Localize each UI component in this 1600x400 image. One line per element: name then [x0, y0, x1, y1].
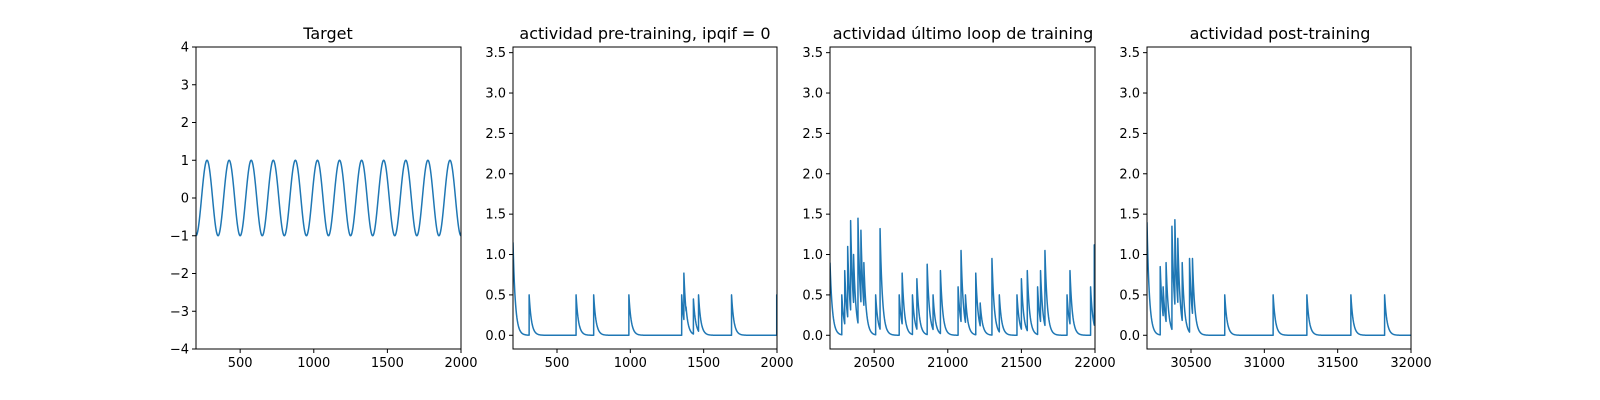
y-tick-label: 4	[181, 41, 189, 56]
axes-frame-last-training-loop	[829, 46, 1096, 350]
panel-title-pre-training: actividad pre-training, ipqif = 0	[519, 24, 770, 43]
y-tick-label: 2	[181, 116, 189, 131]
x-tick-label: 22000	[1074, 356, 1115, 371]
y-tick-label: 1.0	[802, 248, 823, 263]
y-tick-label: 0.0	[802, 329, 823, 344]
x-tick-label: 1500	[371, 356, 404, 371]
series-line-post-training	[1147, 219, 1411, 337]
y-tick-label: 3.0	[1119, 87, 1140, 102]
x-tick-label: 1000	[614, 356, 647, 371]
x-tick-label: 21500	[1001, 356, 1042, 371]
panel-last-training-loop: actividad último loop de training 20500 2…	[802, 24, 1115, 371]
x-tick-label: 1000	[297, 356, 330, 371]
x-tick-label: 500	[228, 356, 253, 371]
x-tick-label: 31500	[1317, 356, 1358, 371]
x-tick-label: 20500	[853, 356, 894, 371]
panel-title-target: Target	[302, 24, 353, 43]
y-tick-label: 2.5	[1119, 127, 1140, 142]
y-tick-label: −4	[170, 343, 189, 358]
y-tick-label: 2.0	[485, 167, 506, 182]
x-tick-label: 21000	[927, 356, 968, 371]
x-tick-label: 2000	[444, 356, 477, 371]
x-tick-label: 2000	[760, 356, 793, 371]
y-tick-label: 0.5	[802, 288, 823, 303]
x-tick-label: 500	[545, 356, 570, 371]
y-tick-label: 0.5	[1119, 288, 1140, 303]
axes-frame-post-training	[1146, 46, 1412, 350]
panel-target: Target 500 1000 1500 2000 −4 −3 −2 −1 0 1 2 3 4	[170, 24, 478, 371]
y-tick-label: 1.5	[485, 208, 506, 223]
x-tick-label: 32000	[1390, 356, 1431, 371]
y-tick-label: 3.0	[802, 87, 823, 102]
y-tick-label: 0	[181, 192, 189, 207]
panel-title-post-training: actividad post-training	[1190, 24, 1371, 43]
y-tick-label: −1	[170, 229, 189, 244]
y-tick-label: −3	[170, 305, 189, 320]
axes-frame-pre-training	[512, 46, 778, 350]
series-line-pre-training	[513, 242, 777, 337]
y-tick-label: 0.5	[485, 288, 506, 303]
y-tick-label: 2.0	[1119, 167, 1140, 182]
y-tick-label: 3.5	[485, 46, 506, 61]
panel-title-last-training-loop: actividad último loop de training	[833, 24, 1094, 43]
y-tick-label: 3.0	[485, 87, 506, 102]
series-line-target	[196, 159, 461, 237]
y-tick-label: 2.0	[802, 167, 823, 182]
y-tick-label: 3.5	[802, 46, 823, 61]
y-tick-label: 0.0	[1119, 329, 1140, 344]
y-tick-label: 1.5	[802, 208, 823, 223]
y-tick-label: 1	[181, 154, 189, 169]
y-tick-label: 2.5	[485, 127, 506, 142]
series-line-last-training-loop	[830, 217, 1095, 337]
y-tick-label: 3.5	[1119, 46, 1140, 61]
panel-pre-training: actividad pre-training, ipqif = 0 500 100…	[485, 24, 793, 371]
y-tick-label: 1.0	[485, 248, 506, 263]
y-tick-label: −2	[170, 267, 189, 282]
y-tick-label: 2.5	[802, 127, 823, 142]
y-tick-label: 0.0	[485, 329, 506, 344]
x-tick-label: 31000	[1244, 356, 1285, 371]
y-tick-label: 1.0	[1119, 248, 1140, 263]
x-tick-label: 30500	[1170, 356, 1211, 371]
y-tick-label: 3	[181, 78, 189, 93]
panel-post-training: actividad post-training 30500 31000 31500 3…	[1119, 24, 1431, 371]
y-tick-label: 1.5	[1119, 208, 1140, 223]
x-tick-label: 1500	[687, 356, 720, 371]
